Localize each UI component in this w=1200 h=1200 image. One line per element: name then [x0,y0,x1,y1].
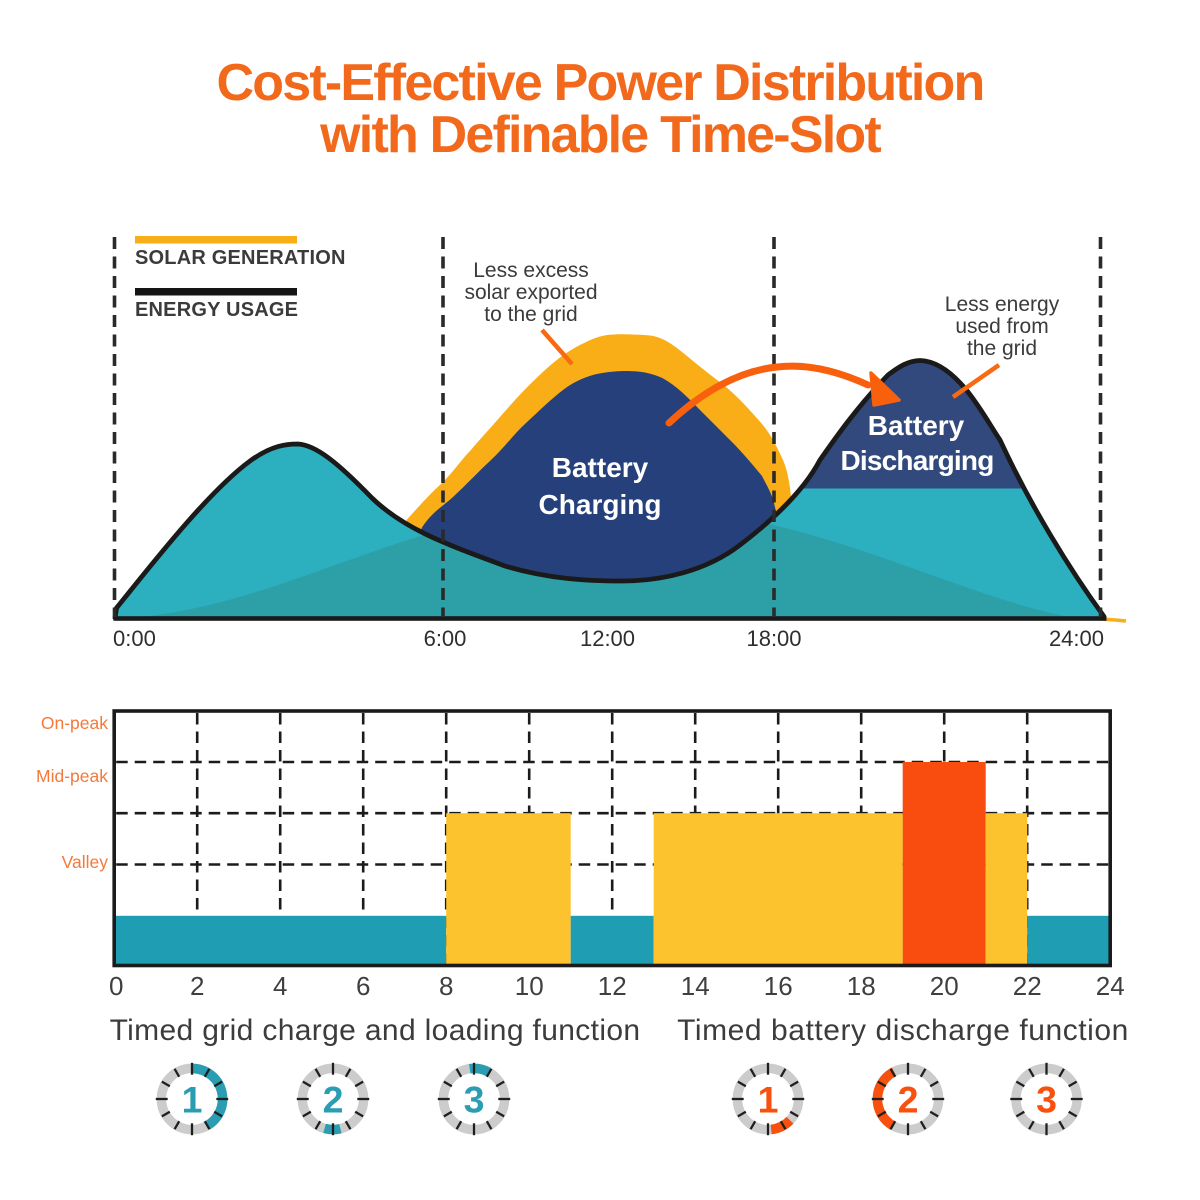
svg-text:solar exported: solar exported [464,281,597,304]
svg-text:Cost-Effective Power Distribut: Cost-Effective Power Distribution [217,54,984,112]
svg-text:0: 0 [109,971,123,1001]
svg-text:12: 12 [598,971,627,1001]
svg-text:1: 1 [758,1079,779,1121]
svg-text:8: 8 [439,971,453,1001]
svg-text:18: 18 [847,971,876,1001]
svg-text:0:00: 0:00 [113,626,156,651]
svg-text:Timed battery discharge functi: Timed battery discharge function [677,1014,1129,1047]
svg-text:used from: used from [955,315,1048,338]
svg-text:1: 1 [182,1079,203,1121]
svg-text:the grid: the grid [967,337,1037,360]
svg-text:22: 22 [1013,971,1042,1001]
svg-text:2: 2 [190,971,204,1001]
svg-text:3: 3 [464,1079,485,1121]
svg-text:3: 3 [1036,1079,1057,1121]
svg-text:10: 10 [515,971,544,1001]
svg-text:6:00: 6:00 [424,626,467,651]
svg-text:2: 2 [898,1079,919,1121]
svg-text:6: 6 [356,971,370,1001]
svg-text:20: 20 [930,971,959,1001]
svg-text:14: 14 [681,971,710,1001]
svg-text:Battery: Battery [868,410,965,441]
svg-text:to the grid: to the grid [484,303,577,326]
svg-text:12:00: 12:00 [580,626,635,651]
svg-text:Valley: Valley [62,852,109,872]
svg-text:Timed grid charge and loading: Timed grid charge and loading function [110,1014,641,1047]
svg-text:SOLAR GENERATION: SOLAR GENERATION [135,247,346,269]
svg-text:with Definable Time-Slot: with Definable Time-Slot [319,106,881,164]
svg-text:4: 4 [273,971,287,1001]
svg-text:ENERGY USAGE: ENERGY USAGE [135,299,298,321]
svg-text:Less excess: Less excess [473,259,589,282]
svg-text:Mid-peak: Mid-peak [36,766,108,786]
svg-text:24: 24 [1096,971,1125,1001]
svg-text:Battery: Battery [552,452,649,483]
svg-text:18:00: 18:00 [746,626,801,651]
svg-text:Charging: Charging [539,489,662,520]
svg-text:24:00: 24:00 [1049,626,1104,651]
svg-text:Discharging: Discharging [840,445,993,476]
svg-text:16: 16 [764,971,793,1001]
svg-text:On-peak: On-peak [41,713,108,733]
svg-text:Less energy: Less energy [945,293,1060,316]
svg-text:2: 2 [323,1079,344,1121]
